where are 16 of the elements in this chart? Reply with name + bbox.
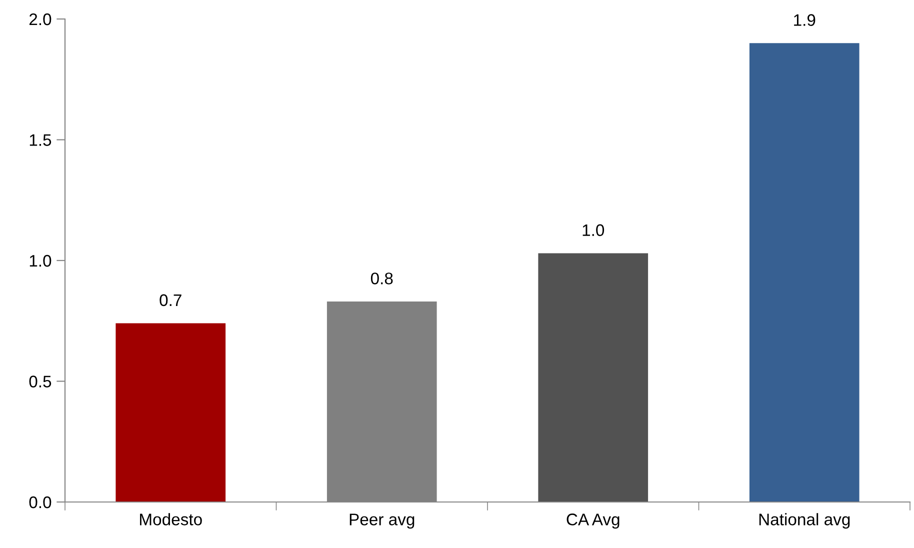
data-label: 1.0 [582,224,604,236]
data-label: 0.7 [160,294,182,306]
x-tick-label: Peer avg [350,514,414,529]
y-tick-label: 2.0 [29,13,52,26]
x-tick-label: Modesto [140,513,202,526]
x-tick-label: CA Avg [566,514,620,529]
bar [116,323,226,502]
y-tick-label: 1.0 [30,254,52,267]
x-tick-label: National avg [759,513,850,529]
data-label: 1.9 [794,14,816,26]
y-tick-label: 0.5 [29,376,52,388]
bar [749,43,860,502]
y-tick-label: 0.0 [29,496,52,508]
bar [538,253,648,502]
data-label: 0.8 [370,272,393,284]
y-tick-label: 1.5 [30,134,52,146]
